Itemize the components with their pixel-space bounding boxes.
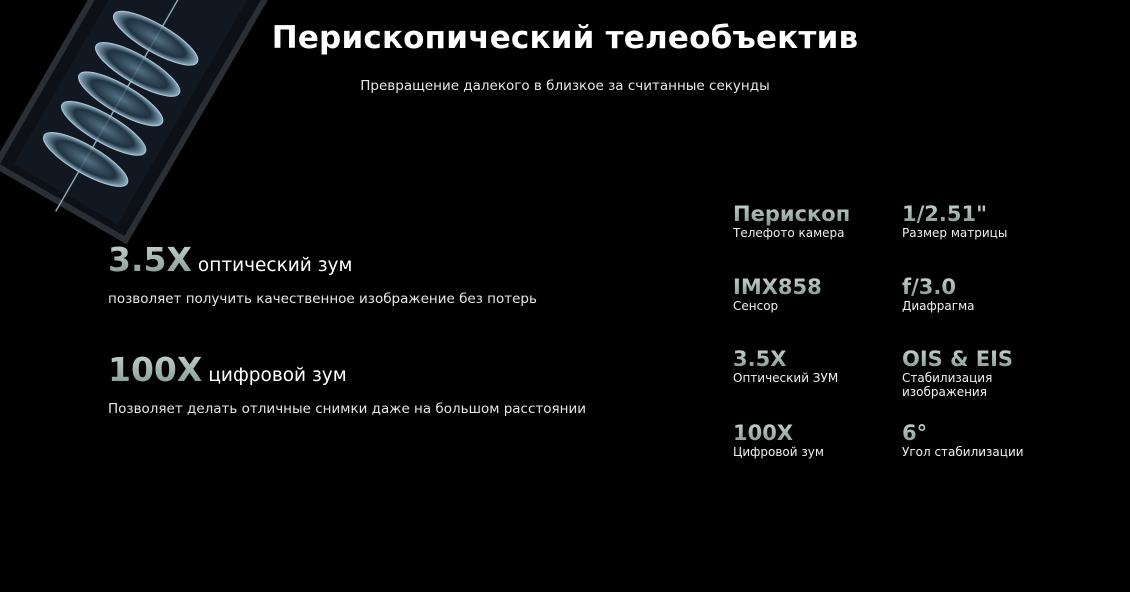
spec-item: IMX858 Сенсор — [733, 275, 883, 313]
feature-unit: цифровой зум — [208, 365, 347, 386]
feature-description: Позволяет делать отличные снимки даже на… — [108, 401, 586, 417]
spec-item: 6° Угол стабилизации — [902, 421, 1052, 459]
spec-item: 1/2.51" Размер матрицы — [902, 202, 1052, 240]
spec-item: f/3.0 Диафрагма — [902, 275, 1052, 313]
feature-value: 3.5X — [108, 240, 192, 279]
spec-item: Перископ Телефото камера — [733, 202, 883, 240]
spec-item: OIS & EIS Стабилизация изображения — [902, 347, 1014, 399]
feature-optical-zoom: 3.5X оптический зум позволяет получить ка… — [108, 240, 537, 307]
periscope-lens-image — [0, 0, 270, 245]
spec-item: 100X Цифровой зум — [733, 421, 883, 459]
feature-unit: оптический зум — [197, 255, 353, 276]
page-subtitle: Превращение далекого в близкое за считан… — [360, 78, 770, 94]
page-title: Перископический телеобъектив — [271, 20, 859, 56]
feature-digital-zoom: 100X цифровой зум Позволяет делать отличн… — [108, 350, 586, 417]
spec-item: 3.5X Оптический ЗУМ — [733, 347, 883, 385]
feature-value: 100X — [108, 350, 203, 389]
feature-description: позволяет получить качественное изображе… — [108, 291, 537, 307]
